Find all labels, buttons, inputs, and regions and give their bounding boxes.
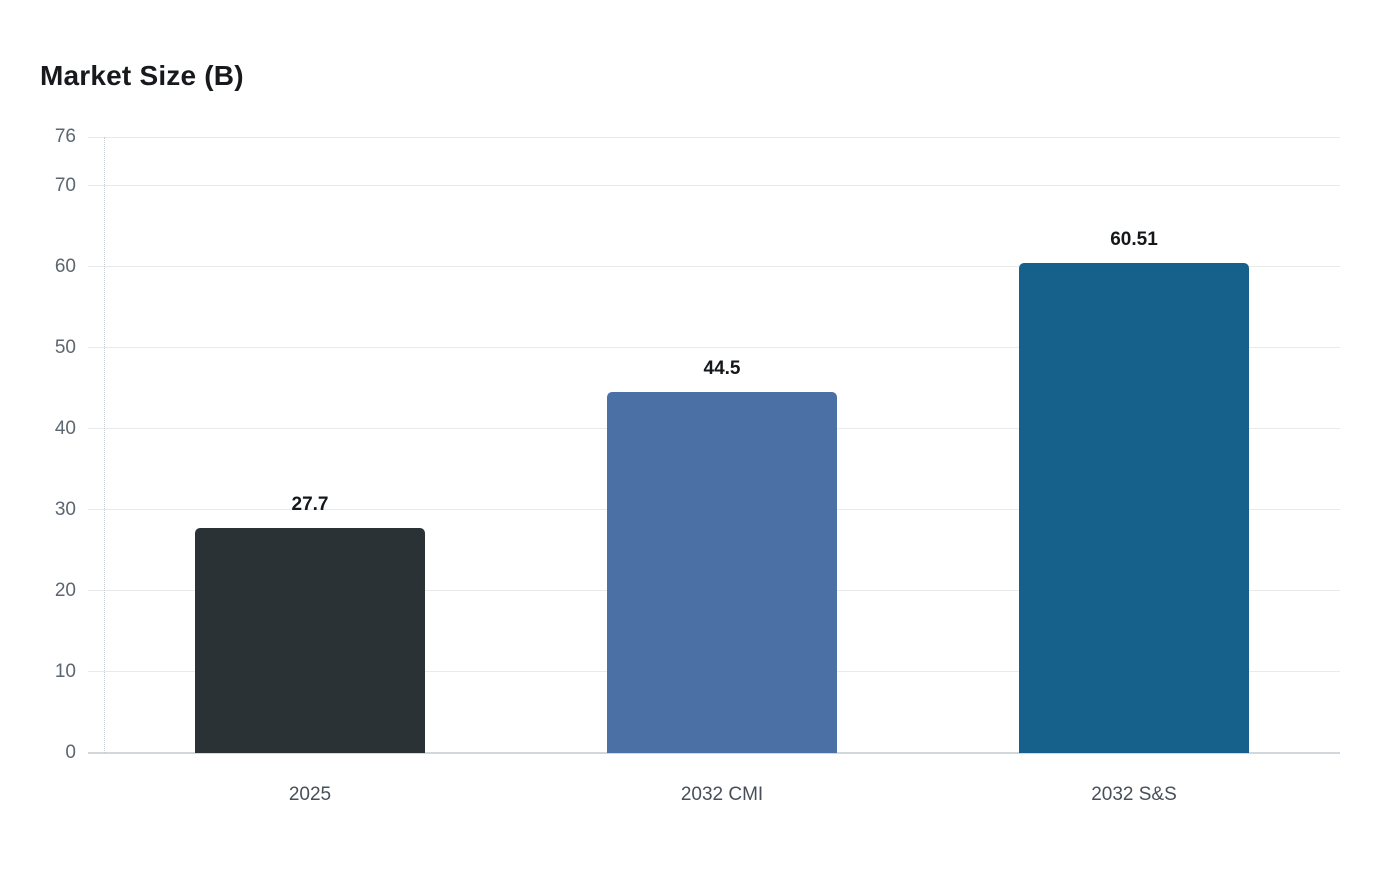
gridline xyxy=(88,185,1340,187)
y-axis-tick-label: 30 xyxy=(54,498,76,520)
bar-2032-s-s xyxy=(1019,262,1249,753)
chart-title: Market Size (B) xyxy=(40,60,244,91)
y-axis-tick-label: 0 xyxy=(65,742,76,763)
x-axis-category-label: 2032 S&S xyxy=(1091,784,1177,805)
y-axis-tick-label: 20 xyxy=(54,579,76,601)
y-axis-tick-label: 10 xyxy=(54,660,76,682)
y-axis-tick-label: 40 xyxy=(54,417,76,439)
y-axis-line xyxy=(104,137,105,753)
bar-2025 xyxy=(195,528,425,753)
y-axis-tick-label: 70 xyxy=(54,174,76,196)
bar-2032-cmi xyxy=(607,392,837,753)
y-axis-tick-label: 50 xyxy=(54,336,76,358)
y-axis-tick-label: 76 xyxy=(54,126,76,147)
gridline xyxy=(88,136,1340,138)
y-axis-tick-label: 60 xyxy=(54,255,76,277)
x-axis-category-label: 2032 CMI xyxy=(680,784,764,805)
bar-value-label: 60.51 xyxy=(1110,228,1158,250)
gridline xyxy=(88,347,1340,349)
gridline xyxy=(88,266,1340,268)
bar-value-label: 44.5 xyxy=(703,358,741,380)
x-axis-category-label: 2025 xyxy=(288,784,332,805)
bar-value-label: 27.7 xyxy=(291,494,329,516)
x-axis-baseline xyxy=(88,752,1340,754)
